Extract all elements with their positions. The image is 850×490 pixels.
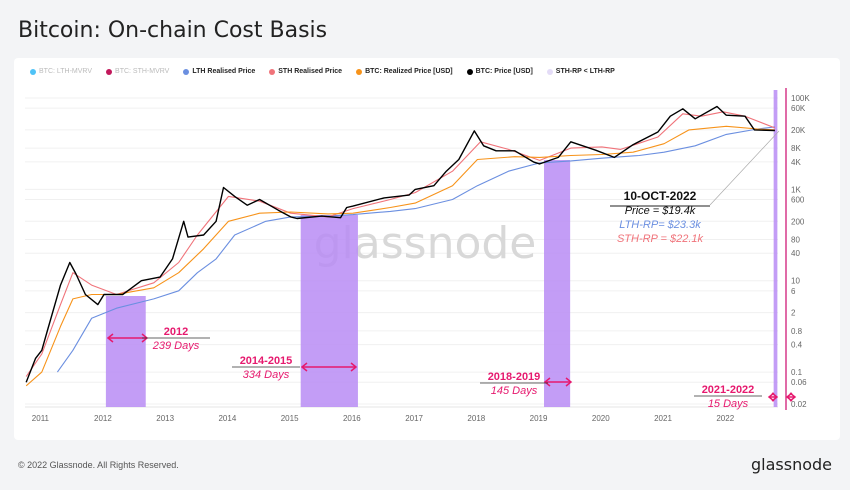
callout-pointer bbox=[709, 130, 780, 206]
x-tick-label: 2018 bbox=[467, 414, 485, 423]
y-tick-label: 200 bbox=[791, 217, 805, 226]
y-tick-label: 80 bbox=[791, 235, 800, 244]
callout-sth: STH-RP = $22.1k bbox=[617, 233, 704, 245]
x-tick-label: 2017 bbox=[405, 414, 423, 423]
legend-label: BTC: Realized Price [USD] bbox=[365, 68, 453, 75]
region-days: 15 Days bbox=[708, 398, 749, 410]
x-tick-label: 2012 bbox=[94, 414, 112, 423]
legend-label: STH-RP < LTH-RP bbox=[555, 68, 615, 75]
y-tick-label: 0.02 bbox=[791, 400, 807, 409]
page-title: Bitcoin: On-chain Cost Basis bbox=[18, 18, 328, 43]
legend-swatch bbox=[30, 68, 36, 75]
region-label: 2021-2022 bbox=[702, 384, 755, 396]
x-tick-label: 2020 bbox=[592, 414, 610, 423]
x-tick-label: 2022 bbox=[716, 414, 734, 423]
x-tick-label: 2013 bbox=[156, 414, 174, 423]
y-tick-label: 0.06 bbox=[791, 378, 807, 387]
arrow-head bbox=[767, 392, 779, 402]
legend: BTC: LTH-MVRV BTC: STH-MVRV LTH Realised P… bbox=[30, 68, 615, 75]
y-tick-label: 6 bbox=[791, 287, 796, 296]
arrow-head bbox=[785, 392, 797, 402]
copyright: © 2022 Glassnode. All Rights Reserved. bbox=[18, 460, 179, 470]
y-tick-label: 0.8 bbox=[791, 327, 803, 336]
callout-date: 10-OCT-2022 bbox=[624, 189, 697, 203]
region-days: 334 Days bbox=[243, 369, 290, 381]
legend-item[interactable]: BTC: Realized Price [USD] bbox=[356, 68, 453, 75]
legend-item[interactable]: STH Realised Price bbox=[269, 68, 342, 75]
x-tick-label: 2015 bbox=[281, 414, 299, 423]
y-tick-label: 0.4 bbox=[791, 341, 803, 350]
legend-item[interactable]: LTH Realised Price bbox=[183, 68, 255, 75]
series-line bbox=[25, 105, 775, 383]
legend-item[interactable]: BTC: Price [USD] bbox=[466, 68, 533, 75]
x-tick-label: 2014 bbox=[218, 414, 236, 423]
legend-item[interactable]: STH-RP < LTH-RP bbox=[546, 68, 615, 75]
x-tick-label: 2019 bbox=[530, 414, 548, 423]
y-tick-label: 10 bbox=[791, 277, 800, 286]
legend-swatch bbox=[183, 68, 190, 75]
shaded-region bbox=[773, 90, 778, 407]
series-line bbox=[25, 111, 776, 377]
arrow-head bbox=[300, 362, 358, 372]
legend-swatch bbox=[546, 68, 553, 75]
legend-swatch bbox=[356, 68, 363, 75]
legend-swatch bbox=[269, 68, 276, 75]
legend-label: BTC: STH-MVRV bbox=[115, 68, 170, 75]
shaded-region bbox=[544, 160, 571, 407]
legend-swatch bbox=[106, 68, 113, 75]
callout-lth: LTH-RP= $23.3k bbox=[619, 219, 701, 231]
y-tick-label: 600 bbox=[791, 195, 805, 204]
footer-logo: glassnode bbox=[750, 455, 832, 474]
arrow-head bbox=[543, 377, 573, 387]
region-label: 2014-2015 bbox=[240, 355, 293, 367]
region-label: 2012 bbox=[164, 326, 188, 338]
legend-item[interactable]: BTC: LTH-MVRV bbox=[30, 68, 92, 75]
region-days: 239 Days bbox=[152, 340, 200, 352]
region-label: 2018-2019 bbox=[488, 371, 541, 383]
y-tick-label: 60K bbox=[791, 104, 806, 113]
legend-label: BTC: Price [USD] bbox=[475, 68, 533, 75]
y-tick-label: 100K bbox=[791, 94, 810, 103]
shaded-region bbox=[105, 296, 146, 407]
series-line bbox=[56, 126, 775, 373]
y-tick-label: 2 bbox=[791, 309, 796, 318]
chart-card bbox=[14, 58, 840, 440]
legend-label: LTH Realised Price bbox=[192, 68, 256, 75]
callout-price: Price = $19.4k bbox=[625, 205, 696, 217]
y-tick-label: 1K bbox=[791, 185, 801, 194]
y-tick-label: 0.1 bbox=[791, 368, 803, 377]
legend-label: STH Realised Price bbox=[278, 68, 343, 75]
y-tick-label: 40 bbox=[791, 249, 800, 258]
x-tick-label: 2011 bbox=[32, 414, 50, 423]
y-tick-label: 20K bbox=[791, 126, 806, 135]
legend-label: BTC: LTH-MVRV bbox=[39, 68, 93, 75]
y-tick-label: 4K bbox=[791, 158, 801, 167]
y-tick-label: 8K bbox=[791, 144, 801, 153]
legend-item[interactable]: BTC: STH-MVRV bbox=[106, 68, 169, 75]
x-tick-label: 2021 bbox=[654, 414, 672, 423]
x-tick-label: 2016 bbox=[343, 414, 361, 423]
legend-swatch bbox=[466, 68, 473, 75]
region-days: 145 Days bbox=[491, 385, 538, 397]
shaded-region bbox=[300, 215, 358, 407]
